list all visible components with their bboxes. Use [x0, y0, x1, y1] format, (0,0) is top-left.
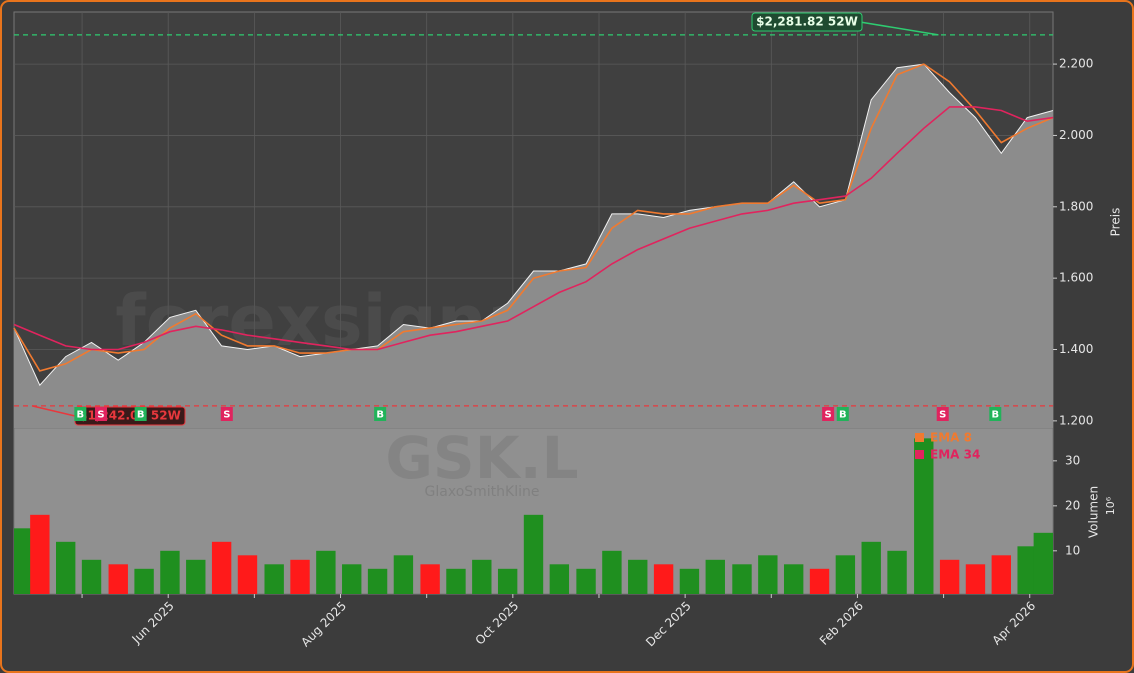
- volume-bar: [367, 568, 388, 594]
- signal-marker: [822, 407, 835, 421]
- volume-bar: [108, 564, 128, 594]
- annotation-label: $1,242.00 52W: [79, 409, 181, 423]
- legend-swatch: [915, 450, 924, 459]
- annotation-label: $2,281.82 52W: [756, 15, 858, 29]
- company-watermark: GlaxoSmithKline: [425, 484, 540, 500]
- volume-bar: [237, 555, 258, 594]
- legend-label: EMA 34: [930, 448, 980, 462]
- signal-marker: [220, 407, 233, 421]
- volume-bar: [965, 564, 986, 594]
- volume-bar: [653, 564, 674, 594]
- volume-bar: [290, 559, 310, 594]
- y-tick-label: 2.200: [1059, 57, 1093, 71]
- signal-marker: [836, 407, 849, 421]
- y-axis-label: Preis: [1109, 208, 1123, 237]
- volume-bar: [783, 564, 804, 594]
- volume-bar: [14, 528, 34, 594]
- volume-bar: [523, 514, 544, 594]
- signal-label: B: [991, 410, 999, 421]
- ema-line: [13, 106, 1054, 351]
- volume-bar: [1017, 546, 1037, 594]
- volume-bar: [887, 550, 907, 594]
- volume-bar: [679, 568, 700, 594]
- volume-bar: [497, 568, 518, 594]
- signal-label: B: [77, 410, 85, 421]
- y2-tick-label: 10: [1065, 543, 1080, 557]
- ema-line: [13, 63, 1054, 372]
- signal-marker: [936, 407, 949, 421]
- price-area: [14, 64, 1053, 428]
- volume-bar: [316, 550, 336, 594]
- volume-bar: [705, 559, 725, 594]
- volume-bar: [991, 555, 1012, 594]
- volume-bar: [186, 559, 206, 594]
- volume-bar: [342, 564, 362, 594]
- volume-bar: [1033, 532, 1053, 594]
- volume-bar: [420, 564, 440, 594]
- y2-tick-label: 30: [1065, 453, 1080, 467]
- legend-label: EMA 8: [930, 431, 972, 445]
- signal-label: S: [223, 410, 230, 421]
- volume-bar: [628, 559, 648, 594]
- volume-bar: [809, 568, 830, 594]
- signal-label: B: [137, 410, 145, 421]
- volume-bar: [160, 550, 180, 594]
- volume-bar: [393, 555, 414, 594]
- y-tick-label: 1.800: [1059, 199, 1093, 213]
- signal-marker: [134, 407, 147, 421]
- signal-label: S: [939, 410, 946, 421]
- volume-bar: [472, 559, 492, 594]
- signal-label: S: [825, 410, 832, 421]
- price-line: [13, 63, 1054, 387]
- y-tick-label: 1.400: [1059, 342, 1093, 356]
- volume-bar: [576, 568, 596, 594]
- volume-bar: [835, 555, 856, 594]
- volume-bar: [549, 564, 570, 594]
- y2-axis-label: Volumen: [1087, 486, 1101, 538]
- signal-marker: [989, 407, 1002, 421]
- y-tick-label: 1.200: [1059, 413, 1093, 427]
- volume-bar: [602, 550, 622, 594]
- annotation-box: [751, 12, 863, 32]
- legend-swatch: [915, 433, 924, 442]
- volume-bar: [211, 541, 232, 594]
- signal-label: B: [839, 410, 847, 421]
- volume-bar: [446, 568, 466, 594]
- volume-bar: [55, 541, 76, 594]
- volume-bar: [134, 568, 154, 594]
- signal-label: S: [97, 410, 104, 421]
- volume-bar: [939, 559, 960, 594]
- y2-axis-unit: 10⁶: [1104, 496, 1117, 515]
- annotation-arrow: [31, 405, 76, 417]
- y2-tick-label: 20: [1065, 498, 1080, 512]
- y-tick-label: 2.000: [1059, 128, 1093, 142]
- y-tick-label: 1.600: [1059, 271, 1093, 285]
- signal-label: B: [376, 410, 384, 421]
- symbol-watermark: GSK.L: [385, 424, 578, 492]
- annotation-arrow: [859, 21, 939, 36]
- signal-marker: [95, 407, 108, 421]
- volume-bar: [861, 541, 881, 594]
- volume-bar: [264, 564, 284, 594]
- volume-bar: [914, 438, 934, 594]
- volume-bar: [758, 555, 778, 594]
- signal-marker: [74, 407, 87, 421]
- volume-bar: [30, 514, 50, 594]
- volume-bar: [81, 559, 102, 594]
- volume-bar: [732, 564, 752, 594]
- signal-marker: [374, 407, 387, 421]
